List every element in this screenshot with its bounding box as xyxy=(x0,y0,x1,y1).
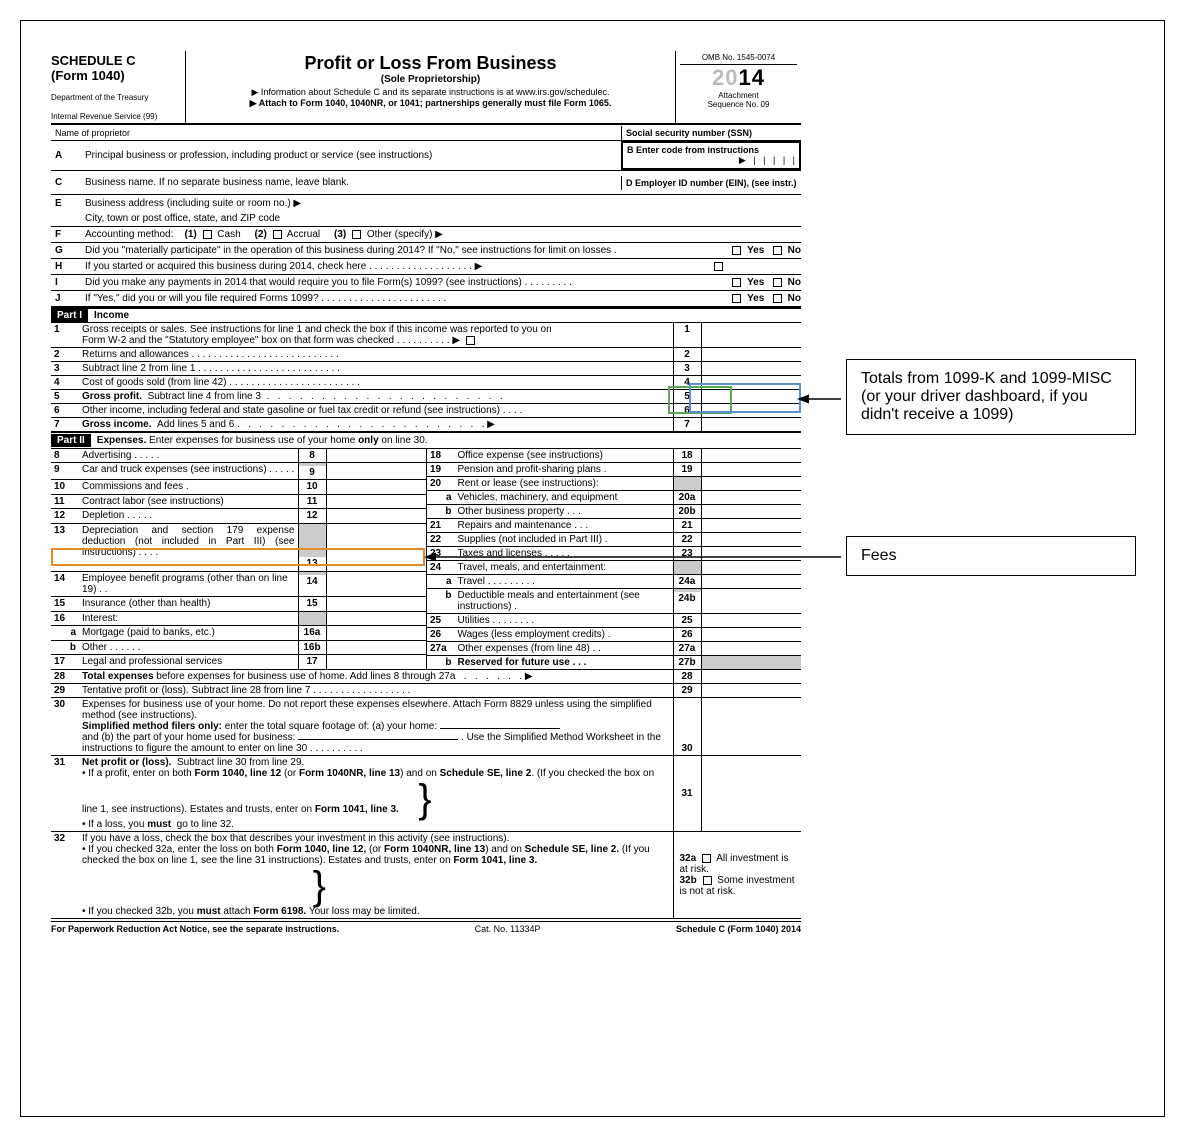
callout-fees: Fees xyxy=(846,536,1136,576)
callout-1099: Totals from 1099-K and 1099-MISC (or you… xyxy=(846,359,1136,435)
form-attach: ▶ Attach to Form 1040, 1040NR, or 1041; … xyxy=(192,98,669,109)
row-f: F Accounting method: (1) Cash (2) Accrua… xyxy=(51,227,801,243)
schedule-c-form: SCHEDULE C (Form 1040) Department of the… xyxy=(51,51,801,934)
part2-bar: Part II xyxy=(51,434,91,447)
form-header: SCHEDULE C (Form 1040) Department of the… xyxy=(51,51,801,125)
footer-center: Cat. No. 11334P xyxy=(475,924,541,934)
line-c-text: Business name. If no separate business n… xyxy=(81,175,621,190)
expenses-right: 18Office expense (see instructions)18 19… xyxy=(426,449,801,670)
line-h-text: If you started or acquired this business… xyxy=(81,259,711,274)
checkbox-i-yes[interactable] xyxy=(732,278,741,287)
totals-table: 28Total expenses before expenses for bus… xyxy=(51,670,801,919)
header-left: SCHEDULE C (Form 1040) Department of the… xyxy=(51,51,186,123)
checkbox-g-yes[interactable] xyxy=(732,246,741,255)
part1-title: Income xyxy=(88,310,129,321)
line-e2-text: City, town or post office, state, and ZI… xyxy=(81,211,801,226)
line-1: 1 Gross receipts or sales. See instructi… xyxy=(51,323,801,348)
part2-header: Part II Expenses. Enter expenses for bus… xyxy=(51,433,801,449)
form-title: Profit or Loss From Business xyxy=(192,53,669,74)
line-f-text: Accounting method: (1) Cash (2) Accrual … xyxy=(81,227,801,242)
ssn-label: Social security number (SSN) xyxy=(621,126,801,140)
attachment-label: Attachment xyxy=(680,91,797,100)
checkbox-32b[interactable] xyxy=(703,876,712,885)
line-a-text: Principal business or profession, includ… xyxy=(81,148,621,163)
row-a: A Principal business or profession, incl… xyxy=(51,141,801,171)
form-subtitle: (Sole Proprietorship) xyxy=(192,74,669,85)
checkbox-line1[interactable] xyxy=(466,336,475,345)
row-e2: City, town or post office, state, and ZI… xyxy=(51,211,801,227)
row-h: H If you started or acquired this busine… xyxy=(51,259,801,275)
row-j: J If "Yes," did you or will you file req… xyxy=(51,291,801,307)
row-g: G Did you "materially participate" in th… xyxy=(51,243,801,259)
footer-left: For Paperwork Reduction Act Notice, see … xyxy=(51,924,339,934)
line-j-text: If "Yes," did you or will you file requi… xyxy=(81,291,711,306)
row-c: C Business name. If no separate business… xyxy=(51,171,801,195)
omb-number: OMB No. 1545-0074 xyxy=(680,53,797,65)
form-footer: For Paperwork Reduction Act Notice, see … xyxy=(51,921,801,934)
part1-header: Part I Income xyxy=(51,307,801,323)
checkbox-accrual[interactable] xyxy=(273,230,282,239)
row-name: Name of proprietor Social security numbe… xyxy=(51,125,801,141)
line-i-text: Did you make any payments in 2014 that w… xyxy=(81,275,711,290)
checkbox-j-yes[interactable] xyxy=(732,294,741,303)
amount-10[interactable] xyxy=(326,480,426,495)
sequence-no: Sequence No. 09 xyxy=(680,100,797,109)
line-b-box[interactable]: B Enter code from instructions ▶ | | | |… xyxy=(621,141,801,170)
row-e1: E Business address (including suite or r… xyxy=(51,195,801,211)
dept-treasury: Department of the Treasury xyxy=(51,93,181,102)
part1-bar: Part I xyxy=(51,309,88,322)
irs-label: Internal Revenue Service (99) xyxy=(51,112,181,121)
line-g-text: Did you "materially participate" in the … xyxy=(81,243,711,258)
form-info: ▶ Information about Schedule C and its s… xyxy=(192,87,669,98)
schedule-label: SCHEDULE C xyxy=(51,53,181,68)
checkbox-other[interactable] xyxy=(352,230,361,239)
checkbox-32a[interactable] xyxy=(702,854,711,863)
tax-year: 2014 xyxy=(680,65,797,91)
header-right: OMB No. 1545-0074 2014 Attachment Sequen… xyxy=(676,51,801,123)
name-label: Name of proprietor xyxy=(51,126,621,140)
highlight-line10 xyxy=(51,548,425,566)
checkbox-h[interactable] xyxy=(714,262,723,271)
highlight-line1-amt xyxy=(689,383,801,413)
form-1040-label: (Form 1040) xyxy=(51,68,181,83)
line-10: 10Commissions and fees .10 xyxy=(51,480,426,495)
line-d-box[interactable]: D Employer ID number (EIN), (see instr.) xyxy=(621,176,801,190)
canvas: SCHEDULE C (Form 1040) Department of the… xyxy=(20,20,1165,1117)
checkbox-j-no[interactable] xyxy=(773,294,782,303)
income-table: 1 Gross receipts or sales. See instructi… xyxy=(51,323,801,433)
checkbox-g-no[interactable] xyxy=(773,246,782,255)
footer-right: Schedule C (Form 1040) 2014 xyxy=(676,924,801,934)
header-center: Profit or Loss From Business (Sole Propr… xyxy=(186,51,676,123)
checkbox-i-no[interactable] xyxy=(773,278,782,287)
row-i: I Did you make any payments in 2014 that… xyxy=(51,275,801,291)
line-e1-text: Business address (including suite or roo… xyxy=(81,196,801,211)
amount-1[interactable] xyxy=(701,323,801,348)
checkbox-cash[interactable] xyxy=(203,230,212,239)
